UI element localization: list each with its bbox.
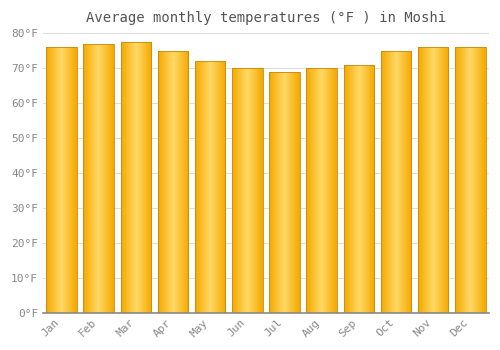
Bar xyxy=(84,44,114,313)
Bar xyxy=(306,68,337,313)
Bar xyxy=(455,47,486,313)
Bar xyxy=(195,61,226,313)
Bar xyxy=(120,42,151,313)
Bar xyxy=(270,72,300,313)
Bar xyxy=(418,47,448,313)
Bar xyxy=(158,51,188,313)
Bar xyxy=(232,68,262,313)
Title: Average monthly temperatures (°F ) in Moshi: Average monthly temperatures (°F ) in Mo… xyxy=(86,11,446,25)
Bar xyxy=(381,51,411,313)
Bar xyxy=(46,47,77,313)
Bar xyxy=(344,65,374,313)
